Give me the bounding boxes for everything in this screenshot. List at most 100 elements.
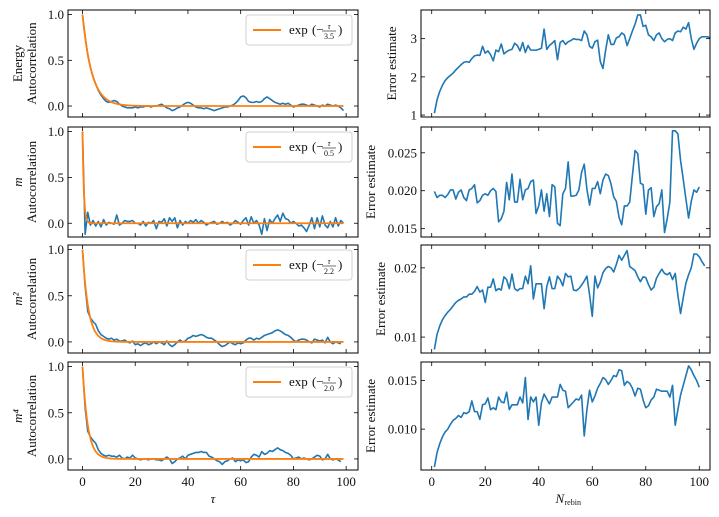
y-axis-label-top: m² <box>10 291 25 305</box>
axes-frame <box>420 126 711 238</box>
x-tick-label: 40 <box>532 474 545 489</box>
y-tick-label: 0.02 <box>394 260 417 275</box>
panel-m2-error-estimate: 0.01 0.02 Error estimate <box>373 244 711 354</box>
legend-paren-close: ) <box>338 22 342 37</box>
y-tick-label: 0.5 <box>48 288 64 303</box>
legend-paren-close: ) <box>338 139 342 154</box>
y-axis-label-top: m <box>10 177 25 186</box>
y-tick-label: 1.0 <box>48 7 64 22</box>
panel-m2-autocorrelation: 0.0 0.5 1.0 m² Autocorrelation exp (− τ2.2) <box>10 242 359 354</box>
y-tick-label: 1.0 <box>48 242 64 257</box>
y-tick-label: 0.015 <box>388 221 417 236</box>
legend-paren-open: (− <box>312 374 324 389</box>
y-tick-label: 0.010 <box>388 422 417 437</box>
legend: exp (− τ0.5) <box>245 131 353 163</box>
x-tick-label: 100 <box>690 474 710 489</box>
legend-paren-open: (− <box>312 139 324 154</box>
legend-box <box>245 249 353 281</box>
fit-line <box>81 14 344 107</box>
x-tick-label: 0 <box>428 474 435 489</box>
x-tick-label: 60 <box>234 474 247 489</box>
fit-line <box>81 249 344 343</box>
y-axis-label: Error estimate <box>363 379 378 453</box>
legend-paren-close: ) <box>338 257 342 272</box>
data-line <box>433 249 706 350</box>
legend-box <box>245 131 353 163</box>
legend: exp (− τ2.0) <box>245 366 353 398</box>
legend-frac-denominator: 0.5 <box>324 149 334 158</box>
x-tick-label: 20 <box>479 474 492 489</box>
legend-box <box>245 366 353 398</box>
y-tick-label: 3 <box>411 31 418 46</box>
y-tick-label: 2 <box>411 69 418 84</box>
axes-frame <box>67 361 359 471</box>
x-axis-label: τ <box>211 491 217 506</box>
y-axis-label: Error estimate <box>384 26 399 100</box>
fit-line <box>81 366 344 460</box>
panel-m-autocorrelation: 0.00.51.0m Autocorrelation exp (− τ0.5) <box>10 124 359 238</box>
axes-frame <box>67 126 359 238</box>
y-tick-label: 0.0 <box>48 216 64 231</box>
data-line <box>81 131 345 236</box>
y-tick-label: 0.5 <box>48 405 64 420</box>
x-tick-label: 60 <box>586 474 599 489</box>
legend-frac-numerator: τ <box>328 374 332 383</box>
y-tick-label: 0.5 <box>48 170 64 185</box>
x-tick-label: 80 <box>287 474 300 489</box>
axes-frame <box>420 9 711 118</box>
legend-frac-denominator: 2.2 <box>324 267 334 276</box>
x-axis-label-subscript: rebin <box>565 498 581 507</box>
y-axis-label: Autocorrelation <box>24 257 39 340</box>
legend-box <box>245 14 353 46</box>
y-tick-label: 0.01 <box>394 330 417 345</box>
y-axis-label-top: Energy <box>10 44 25 82</box>
legend-label-exp: exp <box>289 257 308 272</box>
legend: exp (− τ3.5) <box>245 14 353 46</box>
panel-energy-error-estimate: 1 2 3 Error estimate <box>384 9 711 123</box>
x-axis-label: N <box>555 491 566 506</box>
y-tick-label: 1.0 <box>48 359 64 374</box>
data-line <box>433 365 701 468</box>
x-tick-label: 0 <box>79 474 86 489</box>
y-tick-label: 0.5 <box>48 53 64 68</box>
panel-m-error-estimate: 0.015 0.020 0.025 Error estimate <box>363 126 711 238</box>
y-tick-label: 0.0 <box>48 99 64 114</box>
data-line <box>433 129 701 234</box>
y-tick-label: 1 <box>411 108 418 123</box>
legend-label-exp: exp <box>289 22 308 37</box>
x-tick-label: 20 <box>129 474 142 489</box>
data-line <box>81 249 342 348</box>
y-axis-label: Error estimate <box>363 145 378 219</box>
legend-paren-open: (− <box>312 22 324 37</box>
y-tick-label: 0.020 <box>388 183 417 198</box>
x-tick-label: 80 <box>639 474 652 489</box>
legend-frac-numerator: τ <box>328 257 332 266</box>
legend: exp (− τ2.2) <box>245 249 353 281</box>
legend-paren-close: ) <box>338 374 342 389</box>
y-axis-label: Error estimate <box>373 262 388 336</box>
legend-paren-open: (− <box>312 257 324 272</box>
axes-frame <box>67 9 359 118</box>
data-line <box>81 14 345 112</box>
y-axis-label: Autocorrelation <box>24 140 39 223</box>
y-tick-label: 1.0 <box>48 124 64 139</box>
y-tick-label: 0.025 <box>388 145 417 160</box>
legend-label-exp: exp <box>289 139 308 154</box>
legend-frac-numerator: τ <box>328 139 332 148</box>
x-tick-label: 40 <box>181 474 194 489</box>
y-tick-label: 0.0 <box>48 334 64 349</box>
y-axis-label: Autocorrelation <box>24 22 39 105</box>
data-line <box>433 14 710 114</box>
y-axis-label-top: m⁴ <box>10 409 25 423</box>
legend-frac-denominator: 2.0 <box>324 384 334 393</box>
y-tick-label: 0.0 <box>48 451 64 466</box>
y-axis-label: Autocorrelation <box>24 374 39 457</box>
legend-frac-denominator: 3.5 <box>324 32 334 41</box>
legend-label-exp: exp <box>289 374 308 389</box>
axes-frame <box>67 244 359 354</box>
legend-frac-numerator: τ <box>328 22 332 31</box>
axes-frame <box>420 244 711 354</box>
x-tick-label: 100 <box>336 474 356 489</box>
